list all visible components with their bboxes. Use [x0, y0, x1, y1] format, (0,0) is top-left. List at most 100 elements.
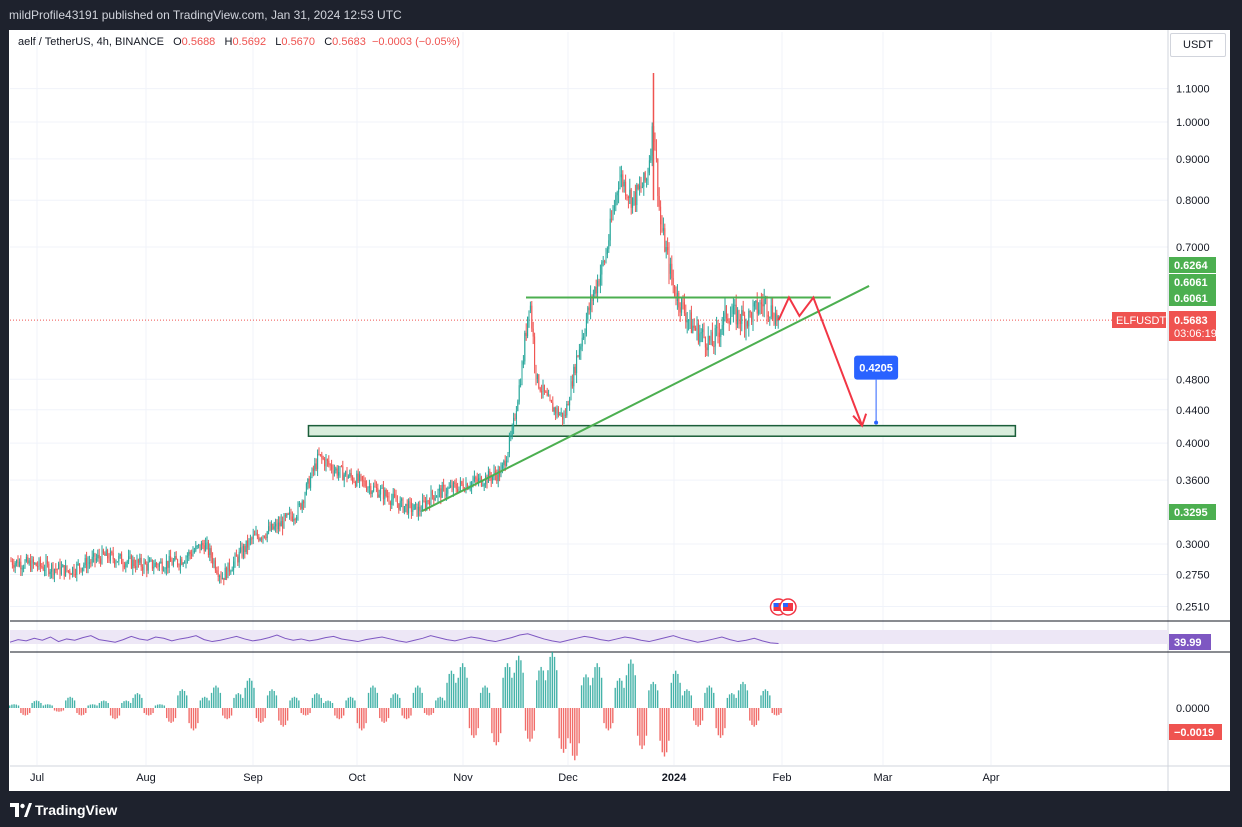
candle-body [716, 326, 718, 329]
candle-body [189, 551, 191, 554]
histogram-bar [482, 687, 484, 708]
candle-body [752, 306, 754, 322]
candle-body [332, 469, 334, 474]
histogram-bar [495, 708, 497, 746]
histogram-bar [596, 663, 598, 708]
histogram-bar [580, 685, 583, 708]
candle-body [255, 532, 257, 535]
candle-body [247, 540, 249, 548]
histogram-bar [506, 663, 509, 708]
histogram-bar [213, 687, 215, 708]
candle-body [233, 561, 235, 570]
y-tick-label: 0.4800 [1176, 374, 1210, 386]
candle-body [381, 487, 383, 489]
candle-body [634, 191, 636, 206]
candle-body [543, 384, 545, 392]
candle-body [193, 550, 195, 553]
histogram-bar [183, 690, 186, 708]
candle-body [163, 570, 165, 572]
candle-body [66, 565, 68, 571]
candle-body [394, 493, 396, 497]
candle-body [158, 563, 160, 567]
candle-body [312, 468, 314, 471]
candle-body [48, 563, 50, 575]
histogram-bar [379, 708, 381, 719]
histogram-bar [443, 700, 446, 708]
rsi-value: 39.99 [1174, 637, 1202, 649]
y-tick-label: 0.8000 [1176, 195, 1210, 207]
candle-body [116, 561, 118, 563]
candle-body [56, 569, 58, 571]
candle-body [725, 306, 727, 319]
candle-body [737, 310, 739, 325]
histogram-bar [356, 708, 359, 724]
candle-body [427, 500, 429, 502]
candle-body [524, 332, 526, 362]
histogram-bar [367, 692, 370, 708]
candle-body [41, 566, 43, 568]
price-label-upper-bg [1169, 257, 1216, 273]
candle-body [45, 560, 47, 570]
histogram-bar [121, 702, 123, 708]
histogram-bar [533, 708, 536, 731]
histogram-bar [551, 652, 554, 708]
histogram-bar [320, 697, 322, 708]
candle-body [389, 502, 391, 505]
histogram-bar [771, 708, 773, 714]
histogram-bar [197, 708, 199, 724]
histogram-bar [470, 708, 473, 736]
candle-body [371, 491, 373, 494]
histogram-bar [414, 687, 417, 708]
candles [10, 73, 779, 586]
candle-body [646, 179, 648, 181]
candle-body [682, 298, 684, 303]
candle-body [769, 316, 771, 318]
histogram-bar [289, 700, 291, 708]
histogram-bar [82, 708, 85, 715]
candle-body [711, 332, 713, 346]
candle-body [206, 541, 208, 543]
histogram-bar [307, 708, 309, 715]
symbol-name[interactable]: aelf / TetherUS, 4h, BINANCE [18, 36, 164, 48]
candle-body [269, 526, 271, 531]
histogram-bar [22, 708, 24, 715]
histogram-bar [336, 708, 338, 719]
candle-body [69, 570, 71, 575]
candle-body [637, 184, 639, 189]
chart-panel[interactable] [9, 30, 1230, 791]
candle-body [601, 262, 603, 275]
histogram-bar [116, 708, 118, 719]
tradingview-logo[interactable]: TradingView [10, 802, 117, 818]
price-axis[interactable]: 1.1000 1.0000 0.9000 0.8000 0.7000 0.4800 0.44… [1176, 84, 1210, 614]
candle-body [466, 483, 468, 490]
time-axis[interactable]: Jul Aug Sep Oct Nov Dec 2024 Feb Mar Apr [30, 772, 1000, 784]
candle-body [251, 538, 253, 540]
candle-body [475, 477, 477, 480]
histogram-bar [684, 690, 686, 708]
candle-body [179, 559, 181, 567]
histogram-bar [132, 697, 134, 708]
histogram-bar [502, 677, 504, 708]
candle-body [651, 126, 653, 156]
candle-body [119, 554, 121, 556]
candle-body [714, 328, 716, 347]
y-tick-label: 1.1000 [1176, 84, 1210, 96]
histogram-bar [224, 708, 226, 719]
histogram-bar [291, 697, 293, 708]
footer-bar: TradingView [0, 791, 1242, 827]
histogram-bar [105, 701, 107, 708]
candle-body [62, 565, 64, 568]
candle-body [227, 562, 229, 579]
candle-body [479, 476, 481, 478]
histogram-bar [556, 670, 558, 708]
currency-button[interactable]: USDT [1170, 33, 1226, 57]
histogram-bar [24, 708, 27, 716]
candle-body [20, 561, 22, 570]
histogram-bar [654, 684, 657, 708]
histogram-bar [282, 708, 284, 727]
candle-body [555, 407, 557, 414]
histogram-bar [762, 690, 764, 708]
candle-body [248, 539, 250, 548]
candle-body [395, 496, 397, 502]
